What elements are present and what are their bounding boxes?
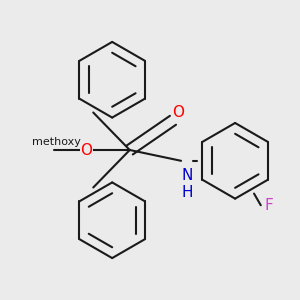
- Text: F: F: [265, 198, 273, 213]
- Text: O: O: [80, 142, 92, 158]
- Text: O: O: [172, 105, 184, 120]
- Text: N
H: N H: [182, 168, 193, 200]
- Text: methoxy: methoxy: [32, 137, 81, 147]
